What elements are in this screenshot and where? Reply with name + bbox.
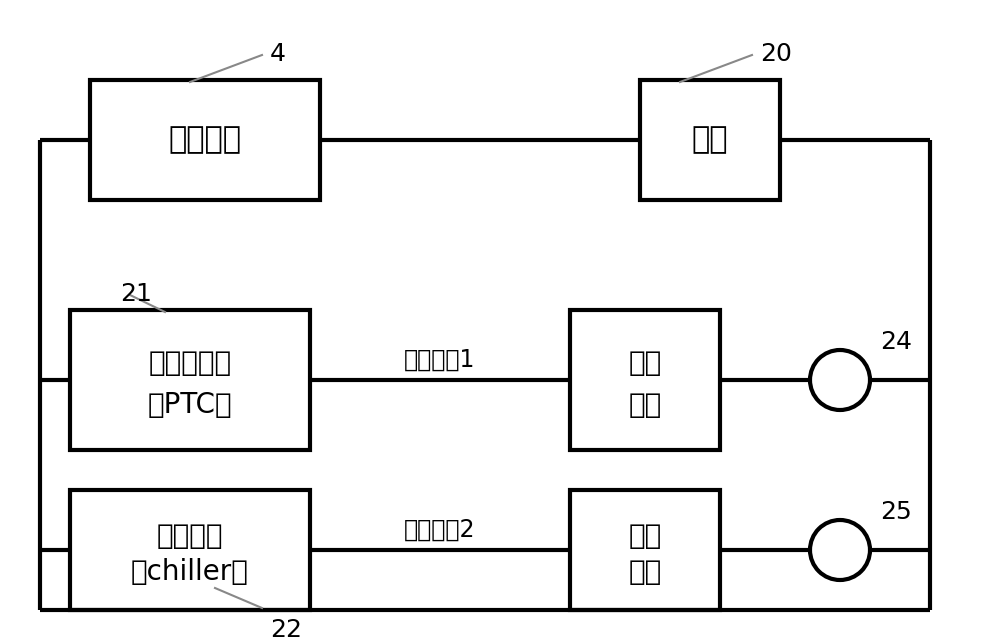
Text: 流体通路1: 流体通路1 (404, 348, 476, 372)
Text: （PTC）: （PTC） (148, 391, 232, 419)
Bar (640, 80, 780, 200)
Circle shape (810, 350, 870, 410)
Bar (570, 310, 720, 450)
Bar (70, 490, 310, 610)
Circle shape (810, 520, 870, 580)
Text: 流体通路2: 流体通路2 (404, 518, 476, 542)
Text: 21: 21 (120, 282, 152, 306)
Text: 20: 20 (760, 42, 792, 66)
Text: 25: 25 (880, 500, 912, 524)
Text: （chiller）: （chiller） (131, 557, 249, 585)
Bar (70, 310, 310, 450)
Text: 电加热装置: 电加热装置 (148, 349, 232, 377)
Bar (90, 80, 320, 200)
Text: 24: 24 (880, 330, 912, 354)
Text: 膨胀: 膨胀 (628, 349, 662, 377)
Text: 水壶: 水壶 (628, 557, 662, 585)
Text: 水泵: 水泵 (692, 125, 728, 155)
Text: 冷却装置: 冷却装置 (157, 522, 223, 550)
Text: 电池箱体: 电池箱体 (168, 125, 242, 155)
Text: 膨胀: 膨胀 (628, 522, 662, 550)
Text: 4: 4 (270, 42, 286, 66)
Text: 水壶: 水壶 (628, 391, 662, 419)
Bar (570, 490, 720, 610)
Text: 22: 22 (270, 618, 302, 637)
